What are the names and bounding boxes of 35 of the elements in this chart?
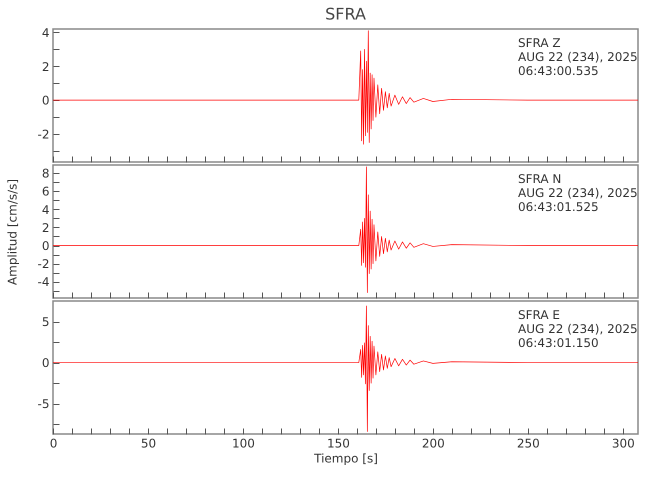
annotation: SFRA Z [518,36,561,50]
y-tick-label: 8 [42,166,50,181]
y-tick-label: -5 [38,397,50,412]
y-tick-label: -2 [38,257,50,272]
x-tick-label: 50 [140,436,156,450]
x-tick-label: 200 [422,436,445,450]
x-tick-label: 100 [232,436,255,450]
y-axis-title: Amplitud [cm/s/s] [6,178,20,286]
y-tick-label: 0 [42,94,50,108]
y-tick-label: 4 [42,202,50,217]
annotation: AUG 22 (234), 2025 [518,186,638,200]
y-tick-label: 5 [42,315,50,330]
annotation: AUG 22 (234), 2025 [518,50,638,64]
y-tick-label: -2 [38,128,50,142]
line-series [53,166,638,293]
x-tick-label: 150 [326,436,350,450]
x-tick-label: 250 [516,436,540,450]
annotation: 06:43:01.525 [518,200,599,214]
y-tick-label: 2 [42,220,50,235]
y-tick-label: 6 [42,184,50,199]
annotation: AUG 22 (234), 2025 [518,322,638,336]
line-series [53,306,638,432]
y-tick-label: 2 [42,60,50,74]
x-axis-title: Tiempo [s] [313,452,378,466]
annotation: 06:43:01.150 [518,336,599,350]
y-tick-label: -4 [38,275,50,290]
chart-title: SFRA [325,4,366,24]
line-series [53,30,638,145]
annotation: SFRA E [518,308,560,322]
x-tick-label: 300 [612,436,635,450]
y-tick-label: 0 [42,239,50,254]
y-tick-label: 4 [42,26,50,40]
annotation: 06:43:00.535 [518,64,599,78]
annotation: SFRA N [518,172,562,186]
y-tick-label: 0 [42,356,50,370]
